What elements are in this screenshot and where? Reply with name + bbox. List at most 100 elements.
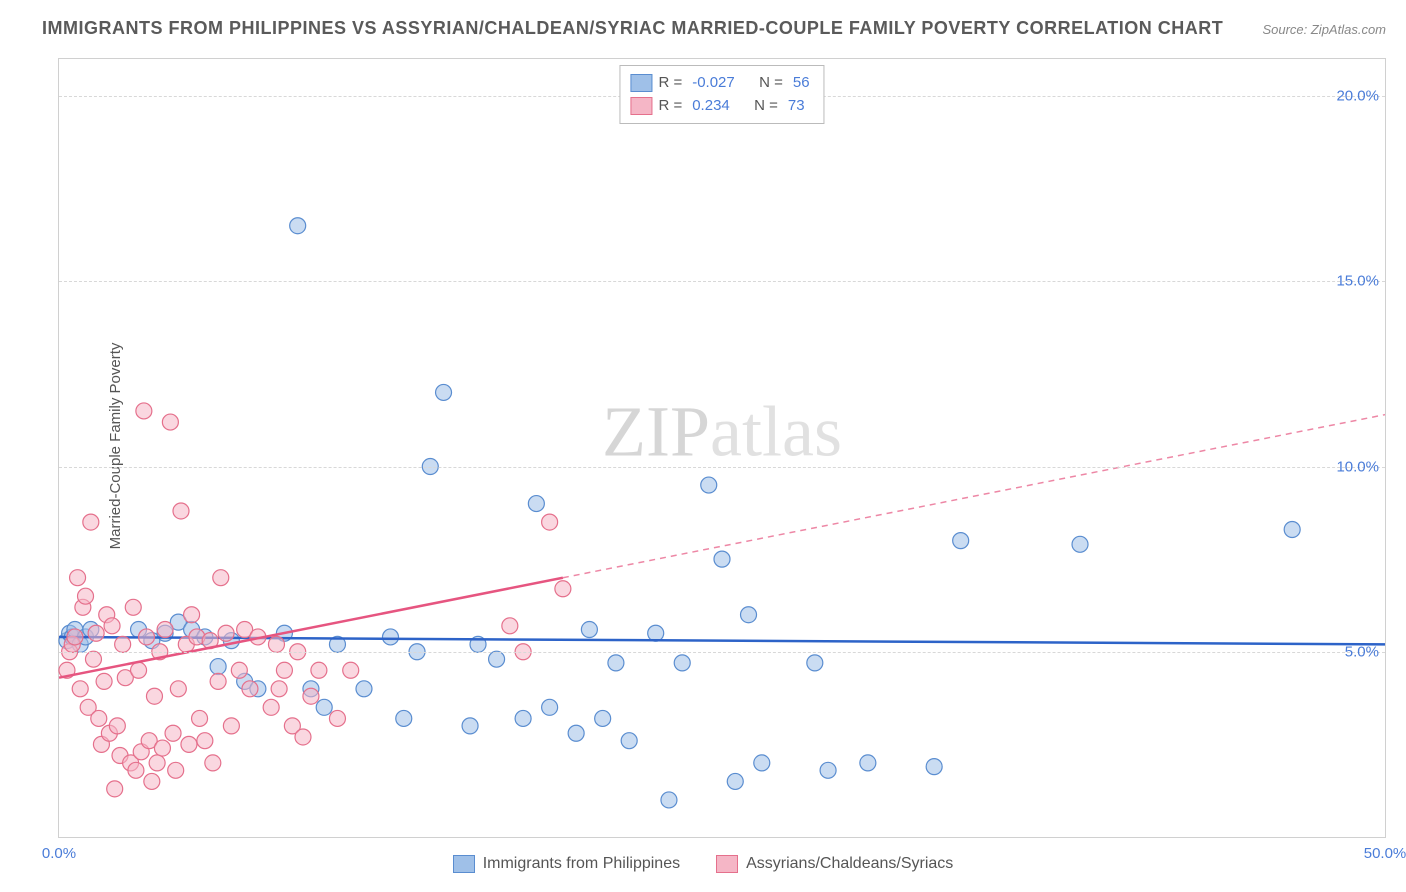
scatter-point [383, 629, 399, 645]
scatter-point [1072, 536, 1088, 552]
scatter-point [181, 736, 197, 752]
scatter-point [72, 681, 88, 697]
y-tick-label: 15.0% [1336, 273, 1379, 290]
legend-r-label: R = [658, 95, 682, 118]
legend-n-label: N = [751, 72, 783, 95]
scatter-point [860, 755, 876, 771]
scatter-point [104, 618, 120, 634]
legend-n-label: N = [746, 95, 778, 118]
scatter-point [109, 718, 125, 734]
scatter-point [674, 655, 690, 671]
scatter-point [568, 725, 584, 741]
legend-label: Immigrants from Philippines [483, 855, 680, 873]
scatter-point [820, 762, 836, 778]
scatter-point [727, 773, 743, 789]
bottom-legend: Immigrants from Philippines Assyrians/Cha… [0, 855, 1406, 878]
scatter-point [170, 681, 186, 697]
legend-n-value: 56 [793, 72, 810, 95]
scatter-point [807, 655, 823, 671]
scatter-point [197, 733, 213, 749]
scatter-point [741, 607, 757, 623]
scatter-point [268, 636, 284, 652]
scatter-point [231, 662, 247, 678]
scatter-point [555, 581, 571, 597]
scatter-point [1284, 522, 1300, 538]
chart-title: IMMIGRANTS FROM PHILIPPINES VS ASSYRIAN/… [42, 18, 1223, 39]
scatter-point [926, 759, 942, 775]
scatter-point [107, 781, 123, 797]
scatter-point [115, 636, 131, 652]
scatter-point [144, 773, 160, 789]
scatter-point [88, 625, 104, 641]
scatter-point [223, 718, 239, 734]
scatter-point [271, 681, 287, 697]
scatter-point [343, 662, 359, 678]
scatter-point [125, 599, 141, 615]
scatter-point [608, 655, 624, 671]
scatter-point [581, 622, 597, 638]
scatter-point [276, 662, 292, 678]
bottom-legend-item: Immigrants from Philippines [453, 855, 680, 873]
scatter-point [953, 533, 969, 549]
scatter-point [136, 403, 152, 419]
scatter-point [210, 659, 226, 675]
scatter-point [515, 710, 531, 726]
legend-r-value: -0.027 [692, 72, 735, 95]
legend-swatch [630, 74, 652, 92]
scatter-point [621, 733, 637, 749]
y-tick-label: 20.0% [1336, 88, 1379, 105]
scatter-point [213, 570, 229, 586]
legend-r-label: R = [658, 72, 682, 95]
scatter-point [192, 710, 208, 726]
scatter-point [218, 625, 234, 641]
scatter-point [67, 629, 83, 645]
scatter-point [754, 755, 770, 771]
scatter-point [162, 414, 178, 430]
chart-area: ZIPatlas R = -0.027 N = 56R = 0.234 N = … [58, 58, 1386, 838]
scatter-point [714, 551, 730, 567]
gridline [59, 281, 1385, 282]
scatter-plot [59, 59, 1385, 837]
trend-line-dashed [563, 415, 1385, 578]
scatter-point [316, 699, 332, 715]
legend-label: Assyrians/Chaldeans/Syriacs [746, 855, 953, 873]
scatter-point [146, 688, 162, 704]
scatter-point [184, 607, 200, 623]
scatter-point [85, 651, 101, 667]
scatter-point [542, 699, 558, 715]
scatter-point [542, 514, 558, 530]
scatter-point [157, 622, 173, 638]
correlation-legend: R = -0.027 N = 56R = 0.234 N = 73 [619, 65, 824, 124]
scatter-point [528, 496, 544, 512]
scatter-point [173, 503, 189, 519]
source-label: Source: ZipAtlas.com [1262, 22, 1386, 37]
scatter-point [165, 725, 181, 741]
scatter-point [436, 384, 452, 400]
scatter-point [329, 710, 345, 726]
y-tick-label: 5.0% [1345, 643, 1379, 660]
gridline [59, 467, 1385, 468]
scatter-point [701, 477, 717, 493]
scatter-point [210, 673, 226, 689]
scatter-point [396, 710, 412, 726]
scatter-point [290, 218, 306, 234]
scatter-point [295, 729, 311, 745]
legend-swatch [453, 855, 475, 873]
scatter-point [311, 662, 327, 678]
scatter-point [131, 662, 147, 678]
scatter-point [70, 570, 86, 586]
scatter-point [96, 673, 112, 689]
gridline [59, 652, 1385, 653]
y-tick-label: 10.0% [1336, 458, 1379, 475]
legend-swatch [716, 855, 738, 873]
scatter-point [128, 762, 144, 778]
scatter-point [356, 681, 372, 697]
scatter-point [661, 792, 677, 808]
scatter-point [154, 740, 170, 756]
legend-r-value: 0.234 [692, 95, 730, 118]
scatter-point [502, 618, 518, 634]
scatter-point [303, 688, 319, 704]
scatter-point [595, 710, 611, 726]
scatter-point [91, 710, 107, 726]
scatter-point [648, 625, 664, 641]
